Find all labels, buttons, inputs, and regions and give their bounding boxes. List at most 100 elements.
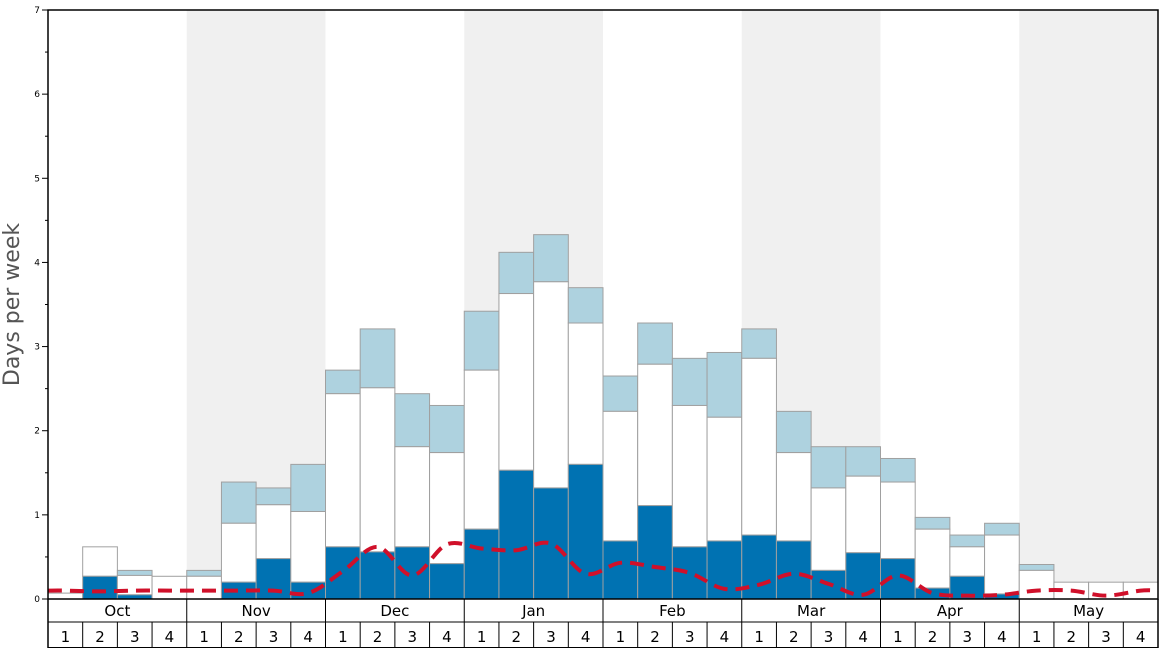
bar-lower: [394, 546, 431, 600]
bar-upper: [116, 569, 153, 576]
y-tick-label: 5: [34, 174, 40, 184]
month-label: Oct: [104, 602, 130, 620]
bar-upper: [359, 328, 396, 389]
bar-middle: [463, 369, 500, 530]
bar-middle: [151, 575, 188, 600]
bar-upper: [845, 446, 881, 477]
y-tick-label: 6: [34, 90, 40, 100]
bar-middle: [984, 534, 1020, 595]
bar-upper: [741, 328, 777, 359]
week-label: 3: [824, 628, 834, 646]
y-tick-label: 4: [34, 258, 40, 268]
month-label: Feb: [659, 602, 686, 620]
week-label: 4: [581, 628, 591, 646]
bar-middle: [914, 528, 951, 589]
bar-upper: [463, 310, 500, 371]
bar-upper: [325, 369, 361, 395]
bar-middle: [255, 504, 292, 560]
y-tick-label: 1: [34, 511, 40, 521]
bar-middle: [637, 363, 673, 507]
bar-upper: [984, 522, 1020, 536]
month-label: Nov: [241, 602, 270, 620]
bars: [47, 234, 1159, 600]
bar-middle: [671, 404, 708, 548]
month-label: Apr: [937, 602, 964, 620]
bar-middle: [949, 546, 986, 577]
bar-middle: [290, 510, 326, 583]
bar-middle: [741, 357, 777, 536]
bar-upper: [498, 251, 535, 295]
week-label: 2: [234, 628, 244, 646]
bar-middle: [845, 475, 881, 554]
week-label: 3: [546, 628, 556, 646]
week-label: 1: [616, 628, 626, 646]
bar-upper: [775, 410, 812, 454]
bar-lower: [359, 551, 396, 600]
bar-upper: [810, 446, 847, 489]
bar-middle: [359, 387, 396, 553]
bar-upper: [1018, 564, 1055, 571]
week-label: 3: [962, 628, 972, 646]
week-label: 2: [95, 628, 105, 646]
average-line: [47, 540, 1159, 598]
bar-middle: [602, 410, 639, 542]
week-label: 3: [685, 628, 695, 646]
week-label: 2: [789, 628, 799, 646]
bar-lower: [498, 469, 535, 600]
week-label: 2: [650, 628, 660, 646]
week-label: 3: [1101, 628, 1111, 646]
bar-upper: [567, 287, 604, 324]
y-tick-label: 2: [34, 427, 40, 437]
month-label: Mar: [797, 602, 826, 620]
week-label: 2: [373, 628, 383, 646]
bar-lower: [325, 546, 361, 600]
bar-upper: [394, 393, 431, 448]
bar-lower: [775, 540, 812, 600]
bar-upper: [914, 516, 951, 530]
bar-middle: [706, 416, 743, 542]
y-tick-label: 7: [34, 6, 40, 16]
week-label: 4: [165, 628, 175, 646]
bar-upper: [429, 404, 465, 454]
week-label: 4: [1136, 628, 1146, 646]
bar-lower: [255, 558, 292, 600]
week-label: 3: [407, 628, 417, 646]
bar-upper: [671, 357, 708, 406]
bar-upper: [290, 463, 326, 512]
week-label: 1: [61, 628, 71, 646]
bar-middle: [82, 546, 118, 577]
bar-upper: [220, 481, 257, 524]
bar-lower: [463, 528, 500, 600]
bar-lower: [429, 563, 465, 600]
bar-middle: [775, 452, 812, 542]
week-label: 1: [754, 628, 764, 646]
bar-middle: [880, 481, 916, 560]
week-label: 1: [338, 628, 348, 646]
y-tick-label: 3: [34, 343, 40, 353]
bar-middle: [810, 487, 847, 571]
y-axis: 0 1 2 3 4 5 6 7: [34, 6, 48, 605]
bar-middle: [325, 393, 361, 548]
bar-middle: [186, 575, 222, 600]
x-axis: Oct Nov Dec Jan Feb Mar Apr May 1 2 3 4 1 2 3 4 1 2 3 4 1 2 3 4…: [47, 599, 1159, 648]
bar-middle: [498, 293, 535, 471]
week-label: 1: [477, 628, 487, 646]
bar-upper: [949, 534, 986, 548]
bar-upper: [880, 457, 916, 483]
bar-lower: [290, 581, 326, 600]
week-label: 2: [928, 628, 938, 646]
week-label: 1: [199, 628, 209, 646]
bar-middle: [1018, 569, 1055, 600]
week-label: 4: [997, 628, 1007, 646]
week-label: 1: [1032, 628, 1042, 646]
week-label: 4: [720, 628, 730, 646]
average-line-path: [47, 540, 1159, 598]
bar-middle: [394, 446, 431, 548]
bar-lower: [82, 575, 118, 600]
month-label: Jan: [521, 602, 545, 620]
bar-middle: [47, 592, 84, 600]
bar-lower: [567, 463, 604, 600]
bar-upper: [533, 234, 569, 283]
bar-middle: [220, 522, 257, 583]
